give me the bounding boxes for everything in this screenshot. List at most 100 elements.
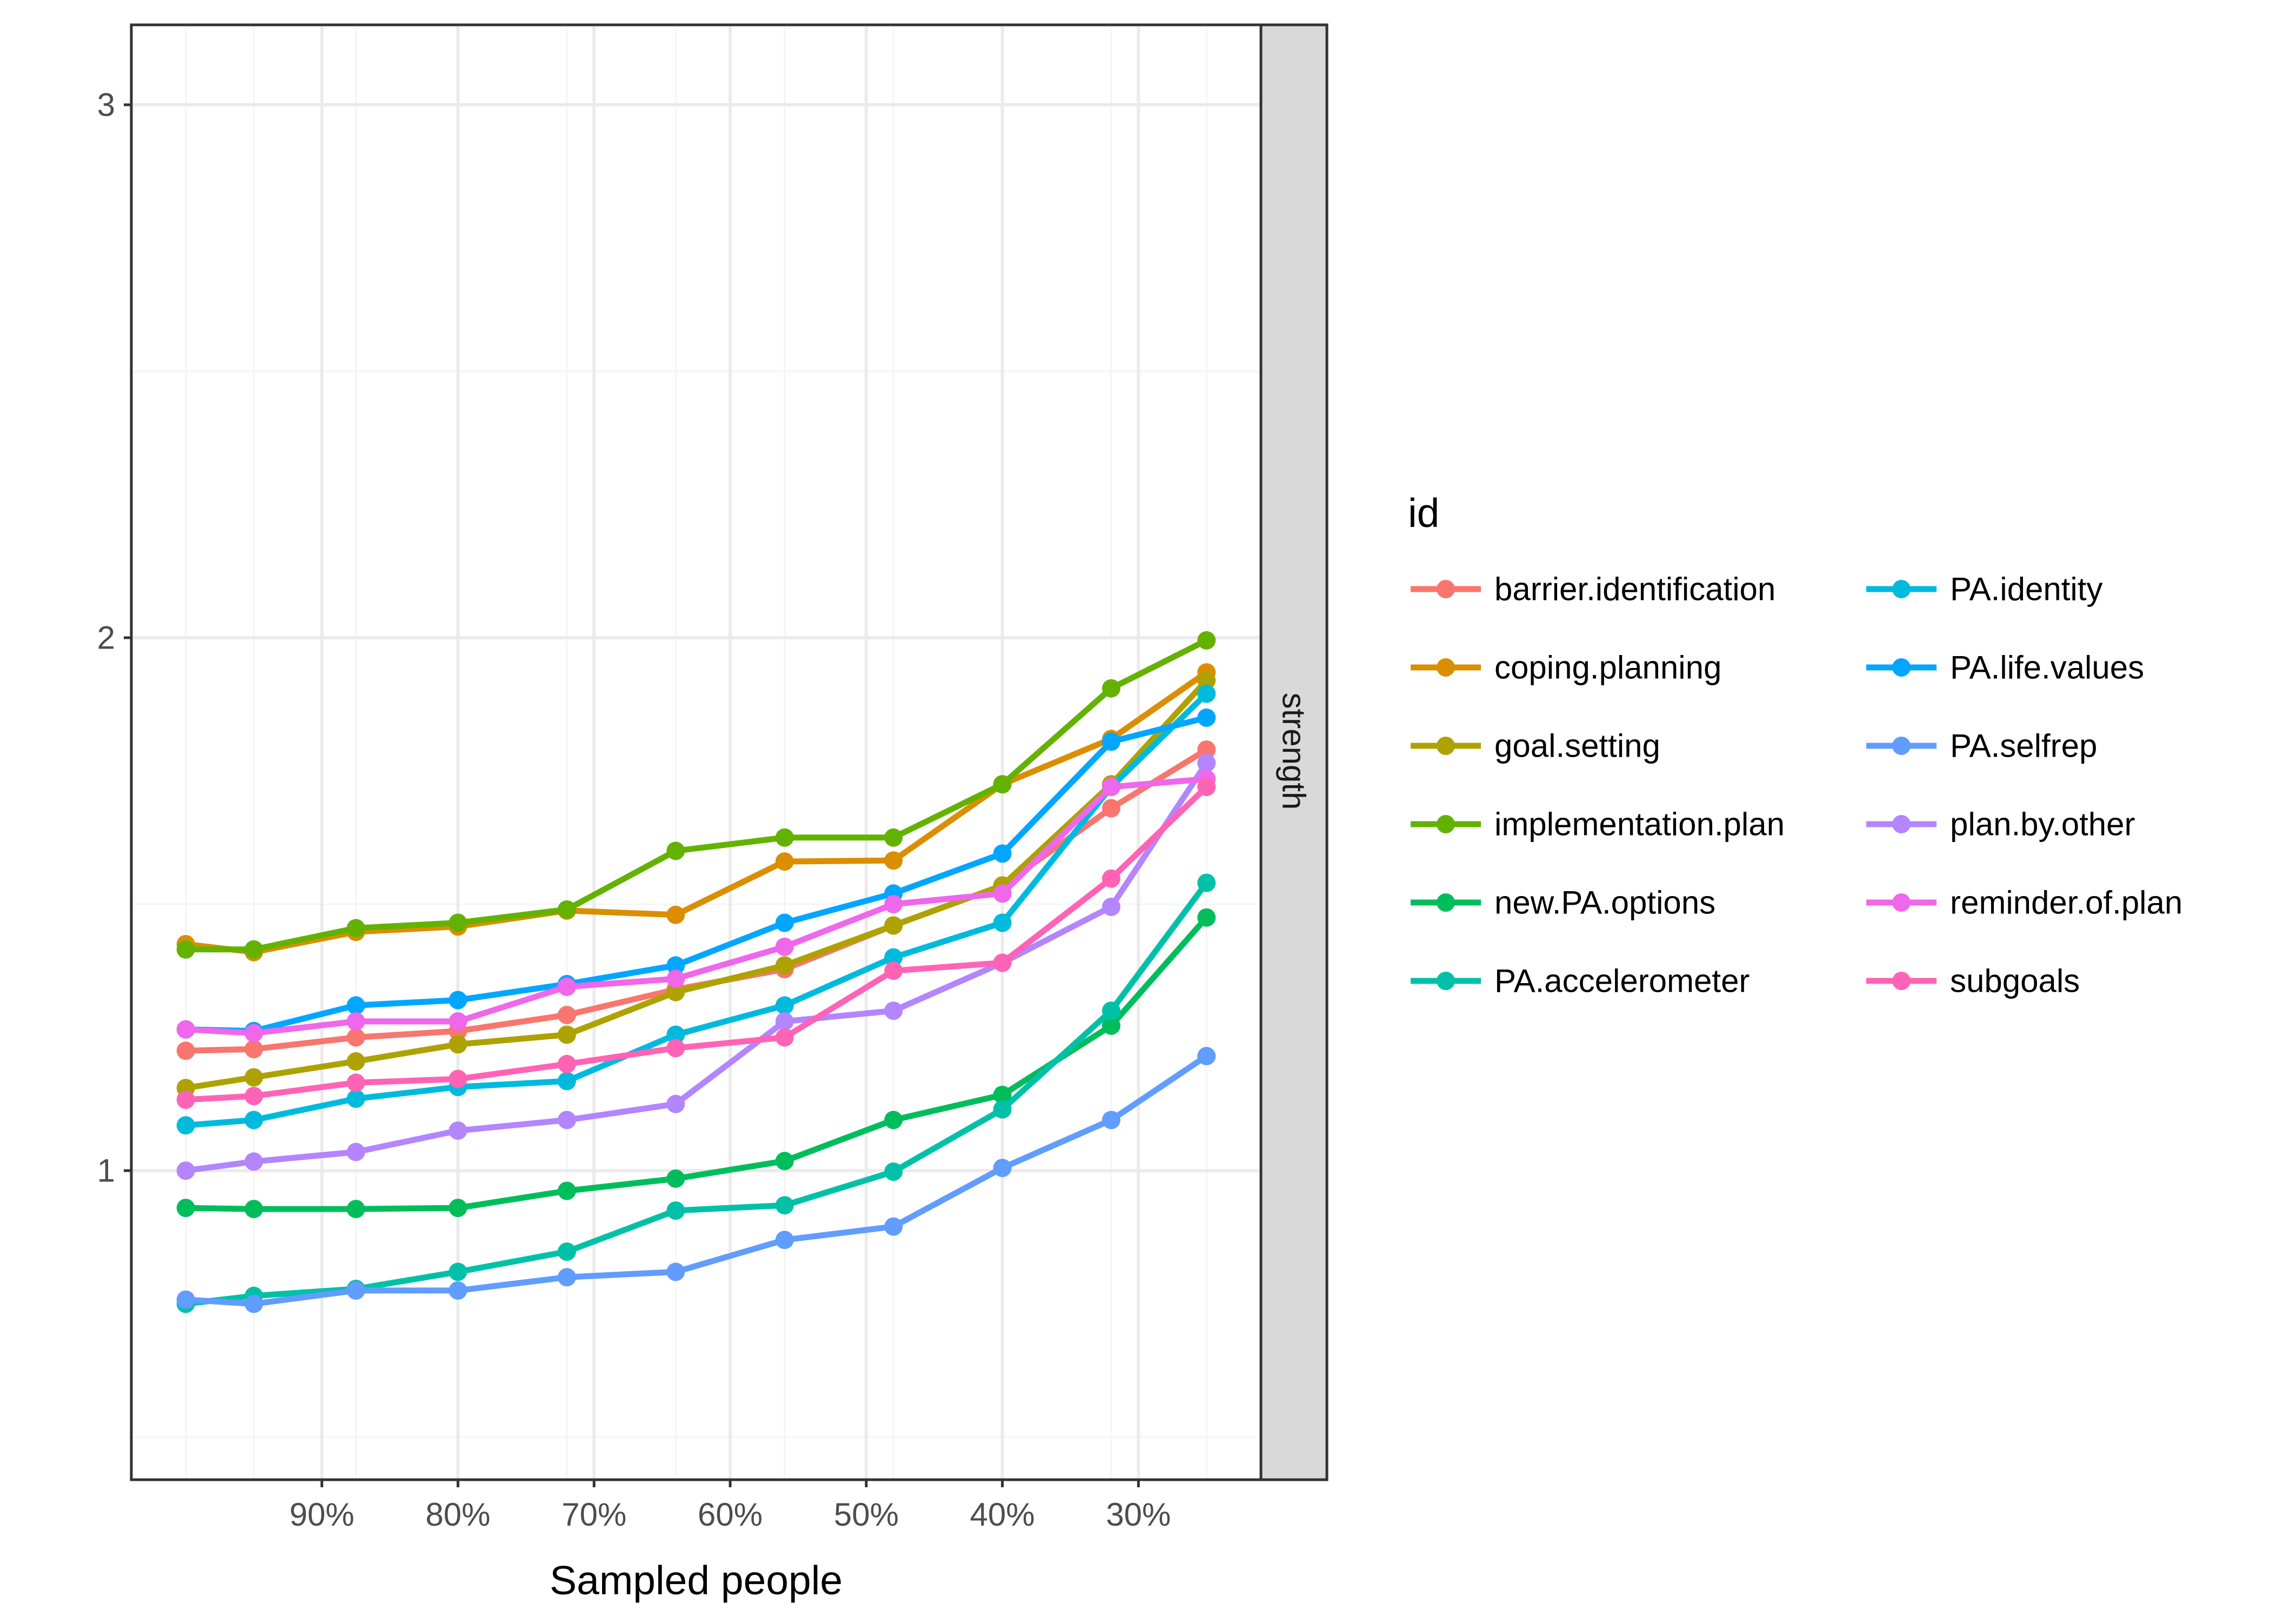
data-point (993, 953, 1012, 972)
data-point (884, 916, 903, 935)
data-point (775, 828, 794, 847)
data-point (666, 1025, 685, 1044)
data-point (1102, 732, 1120, 751)
data-point (346, 1281, 365, 1300)
x-tick-label: 90% (289, 1496, 354, 1533)
legend-item: barrier.identification (1411, 571, 1775, 607)
legend-label: goal.setting (1494, 728, 1660, 764)
data-point (993, 844, 1012, 863)
y-tick-label: 2 (97, 619, 115, 656)
legend-label: barrier.identification (1494, 571, 1775, 607)
data-point (666, 1169, 685, 1188)
data-point (449, 1281, 468, 1300)
data-point (176, 1041, 195, 1060)
data-point (775, 913, 794, 932)
legend-label: new.PA.options (1494, 885, 1715, 921)
legend-item: reminder.of.plan (1866, 885, 2182, 921)
data-point (775, 956, 794, 975)
data-point (1197, 740, 1216, 759)
data-point (557, 900, 576, 919)
data-point (884, 1162, 903, 1181)
data-point (1197, 873, 1216, 892)
data-point (176, 940, 195, 959)
x-axis-title: Sampled people (550, 1558, 843, 1603)
facet-strip: strength (1259, 23, 1328, 1481)
data-point (346, 1073, 365, 1092)
data-point (1102, 898, 1120, 916)
data-point (449, 1199, 468, 1218)
data-point (666, 983, 685, 1001)
data-point (1197, 1047, 1216, 1066)
data-point (884, 828, 903, 847)
data-point (449, 1012, 468, 1031)
data-point (1197, 708, 1216, 727)
legend-label: PA.life.values (1950, 650, 2144, 686)
legend-item: plan.by.other (1866, 806, 2135, 843)
legend-title: id (1408, 490, 1439, 536)
data-point (346, 996, 365, 1015)
panel-background (131, 25, 1261, 1480)
data-point (1102, 869, 1120, 888)
data-point (1197, 753, 1216, 772)
data-point (1102, 679, 1120, 698)
data-point (775, 1012, 794, 1031)
legend-key-point (1892, 580, 1911, 598)
data-point (557, 1181, 576, 1200)
legend-key-point (1437, 658, 1455, 677)
y-axis: 1 2 3 (97, 86, 131, 1189)
data-point (176, 1290, 195, 1309)
x-tick-label: 50% (834, 1496, 899, 1533)
legend-key-point (1437, 972, 1455, 990)
x-tick-label: 70% (562, 1496, 626, 1533)
data-point (1197, 631, 1216, 650)
data-point (775, 1231, 794, 1249)
data-point (775, 1196, 794, 1215)
data-point (176, 1161, 195, 1180)
data-point (449, 1121, 468, 1140)
data-point (176, 1020, 195, 1039)
legend-item: PA.accelerometer (1411, 963, 1750, 999)
data-point (244, 1087, 263, 1105)
legend-label: PA.accelerometer (1494, 963, 1750, 999)
legend-key-point (1892, 658, 1911, 677)
data-point (244, 1111, 263, 1130)
data-point (884, 851, 903, 870)
data-point (244, 1068, 263, 1087)
data-point (884, 1217, 903, 1236)
x-axis: 90% 80% 70% 60% 50% 40% 30% (289, 1480, 1171, 1533)
legend-item: PA.life.values (1866, 650, 2144, 686)
y-tick-label: 3 (97, 86, 115, 123)
data-point (557, 1111, 576, 1130)
x-tick-label: 60% (698, 1496, 763, 1533)
legend-key-point (1892, 815, 1911, 833)
legend-item: implementation.plan (1411, 806, 1785, 843)
data-point (1197, 684, 1216, 703)
series-PA.selfrep (176, 1047, 1216, 1313)
data-point (449, 1262, 468, 1281)
data-point (346, 1142, 365, 1161)
data-point (1102, 1111, 1120, 1130)
data-point (666, 1094, 685, 1113)
data-point (244, 940, 263, 959)
legend-item: coping.planning (1411, 650, 1721, 686)
series-PA.identity (176, 684, 1216, 1135)
legend-label: subgoals (1950, 963, 2080, 999)
legend-key-point (1437, 893, 1455, 912)
data-point (346, 1200, 365, 1219)
data-point (557, 1054, 576, 1073)
data-point (666, 1262, 685, 1281)
data-point (346, 919, 365, 938)
data-point (1197, 778, 1216, 797)
data-point (884, 895, 903, 913)
data-point (993, 1159, 1012, 1178)
data-point (176, 1199, 195, 1218)
legend-item: subgoals (1866, 963, 2080, 999)
legend-label: PA.identity (1950, 571, 2102, 607)
data-point (993, 1100, 1012, 1119)
data-point (884, 1111, 903, 1130)
data-point (993, 1086, 1012, 1104)
data-point (557, 1268, 576, 1287)
data-point (775, 852, 794, 871)
data-point (176, 1116, 195, 1135)
